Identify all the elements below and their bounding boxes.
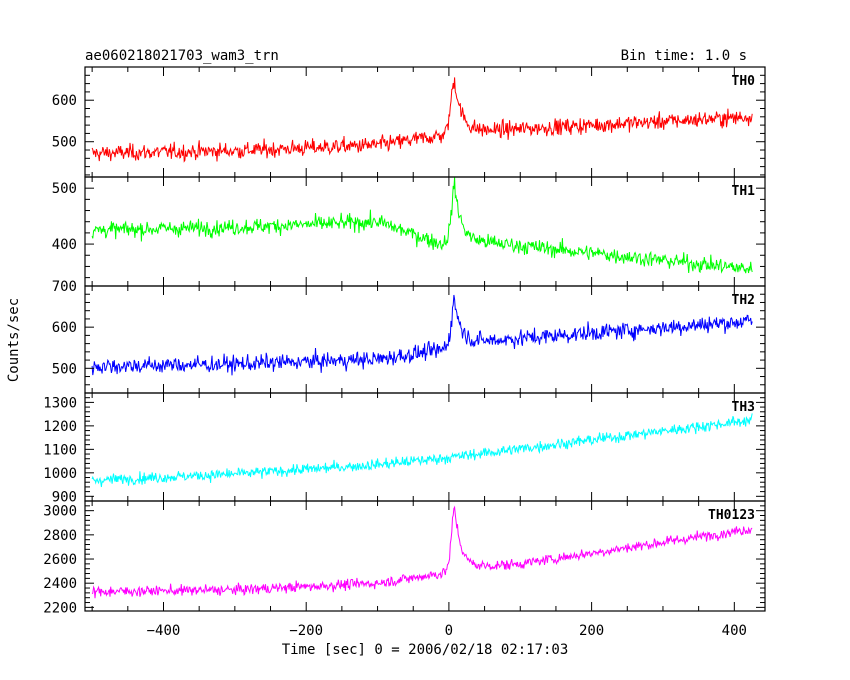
series-th3-line (91, 413, 753, 488)
panel-label: TH3 (732, 400, 755, 415)
y-tick-label: 900 (52, 489, 77, 505)
y-tick-label: 400 (52, 237, 77, 253)
panel-label: TH1 (732, 184, 756, 199)
series-th0-line (91, 77, 753, 163)
y-axis-label: Counts/sec (6, 298, 22, 382)
panel-frame (84, 176, 766, 287)
y-tick-label: 1100 (43, 442, 77, 458)
x-tick-label: 0 (445, 623, 453, 639)
y-tick-label: 2200 (43, 600, 77, 616)
x-tick-label: 400 (722, 623, 747, 639)
x-tick-label: −400 (147, 623, 181, 639)
x-tick-label: 200 (579, 623, 604, 639)
panel-th1: 400 500 TH1 (52, 176, 766, 287)
x-axis-label: Time [sec] 0 = 2006/02/18 02:17:03 (282, 642, 569, 658)
panel-frame (84, 392, 766, 502)
y-tick-label: 700 (52, 279, 77, 295)
x-tick-label: −200 (289, 623, 323, 639)
series-th0123-line (91, 505, 753, 599)
y-tick-label: 600 (52, 320, 77, 336)
y-tick-label: 1300 (43, 395, 77, 411)
series-th2-line (91, 294, 753, 376)
y-tick-label: 2600 (43, 552, 77, 568)
y-tick-label: 3000 (43, 504, 77, 520)
bin-time-label: Bin time: 1.0 s (621, 48, 747, 64)
y-tick-label: 500 (52, 135, 77, 151)
y-tick-label: 600 (52, 93, 77, 109)
y-tick-label: 1000 (43, 466, 77, 482)
y-tick-label: 1200 (43, 419, 77, 435)
y-tick-label: 500 (52, 181, 77, 197)
y-tick-label: 2400 (43, 576, 77, 592)
y-tick-label: 2800 (43, 528, 77, 544)
panel-label: TH0 (732, 74, 756, 89)
panel-frame (84, 500, 766, 612)
y-tick-label: 500 (52, 361, 77, 377)
panel-th3: 900 1000 1100 1200 1300 TH3 (43, 392, 766, 505)
panel-label: TH0123 (708, 508, 755, 523)
panel-label: TH2 (732, 293, 755, 308)
panels-group: 500 600 TH0 400 500 TH1 500 600 700 TH2 900 1000 110… (43, 66, 766, 639)
panel-frame (84, 285, 766, 394)
panel-th2: 500 600 700 TH2 (52, 279, 766, 394)
series-th1-line (91, 177, 753, 274)
chart-title: ae060218021703_wam3_trn (85, 48, 279, 64)
panel-th0: 500 600 TH0 (52, 66, 766, 178)
panel-th0123: 2200 2400 2600 2800 3000 TH0123 (43, 500, 766, 616)
